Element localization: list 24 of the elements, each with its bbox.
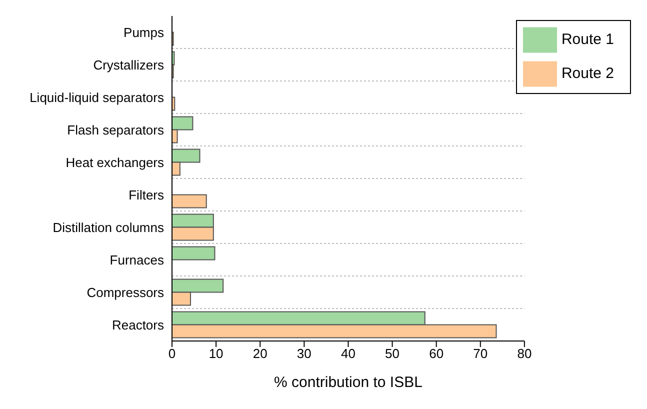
legend-label: Route 2: [561, 65, 614, 82]
x-tick-label: 40: [340, 346, 356, 362]
y-tick-label: Crystallizers: [93, 57, 164, 72]
x-tick-label: 20: [252, 346, 268, 362]
y-tick-label: Liquid-liquid separators: [30, 90, 164, 105]
x-tick-label: 10: [208, 346, 224, 362]
bar: [172, 246, 216, 260]
y-tick-label: Heat exchangers: [66, 154, 164, 170]
x-tick-label: 60: [429, 346, 444, 362]
x-tick-label: 50: [385, 346, 400, 362]
y-tick-label: Compressors: [86, 284, 164, 300]
x-axis-title: % contribution to ISBL: [274, 374, 422, 391]
y-tick-label: Filters: [128, 187, 164, 202]
y-tick-label: Furnaces: [110, 252, 164, 268]
y-tick-label: Distillation columns: [52, 220, 164, 235]
y-tick-label: Pumps: [124, 24, 164, 40]
y-tick-label: Flash separators: [67, 122, 164, 138]
x-tick-label: 0: [168, 346, 176, 362]
x-tick-label: 30: [296, 346, 312, 362]
x-tick-label: 70: [473, 346, 488, 362]
legend-label: Route 1: [561, 31, 614, 48]
bar: [172, 194, 207, 208]
y-tick-label: Reactors: [112, 317, 164, 332]
x-tick-label: 80: [517, 346, 532, 362]
